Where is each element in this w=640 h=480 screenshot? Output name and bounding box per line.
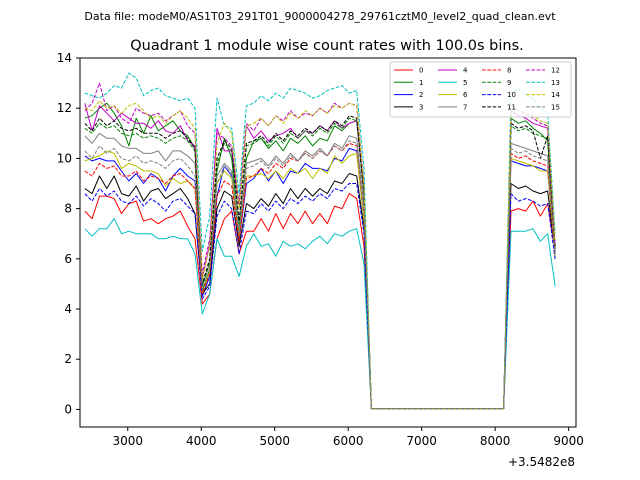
legend-label-5: 5 — [463, 79, 467, 87]
y-tick-label: 10 — [57, 151, 72, 165]
legend-label-4: 4 — [463, 67, 468, 75]
series-line-9 — [84, 117, 556, 410]
chart-title: Quadrant 1 module wise count rates with … — [130, 38, 524, 54]
y-tick-label: 4 — [64, 302, 72, 316]
series-line-5 — [84, 218, 556, 410]
legend-label-9: 9 — [507, 79, 511, 87]
plot-area — [84, 72, 556, 410]
y-tick-label: 14 — [57, 51, 72, 65]
y-tick-label: 2 — [64, 352, 72, 366]
series-line-11 — [84, 115, 556, 410]
y-tick-label: 0 — [64, 402, 72, 416]
series-line-2 — [84, 147, 556, 410]
x-tick-label: 3000 — [112, 434, 143, 448]
x-tick-label: 4000 — [186, 434, 217, 448]
x-tick-label: 6000 — [333, 434, 364, 448]
x-tick-label: 5000 — [259, 434, 290, 448]
x-offset-label: +3.5482e8 — [508, 455, 575, 469]
series-line-3 — [84, 173, 556, 410]
figure-suptitle: Data file: modeM0/AS1T03_291T01_90000042… — [84, 10, 556, 23]
legend-label-6: 6 — [463, 91, 468, 99]
legend-label-11: 11 — [507, 103, 516, 111]
x-axis: 3000 4000 5000 6000 7000 8000 9000 — [112, 427, 584, 448]
x-tick-label: 7000 — [406, 434, 437, 448]
series-line-8 — [84, 142, 556, 410]
legend-label-13: 13 — [551, 79, 560, 87]
series-line-7 — [84, 132, 556, 410]
y-tick-label: 6 — [64, 252, 72, 266]
legend-label-15: 15 — [551, 103, 560, 111]
x-tick-label: 8000 — [480, 434, 511, 448]
y-tick-label: 12 — [57, 101, 72, 115]
series-line-14 — [84, 100, 556, 410]
legend-box — [389, 61, 572, 118]
series-line-12 — [84, 82, 556, 410]
series-line-0 — [84, 193, 556, 410]
legend-label-3: 3 — [419, 103, 423, 111]
series-line-15 — [84, 140, 556, 410]
x-tick-label: 9000 — [553, 434, 584, 448]
y-tick-label: 8 — [64, 202, 72, 216]
legend-label-1: 1 — [419, 79, 423, 87]
legend-label-14: 14 — [551, 91, 560, 99]
legend-label-10: 10 — [507, 91, 516, 99]
legend-label-0: 0 — [419, 67, 423, 75]
axes-frame — [79, 57, 577, 428]
series-line-10 — [84, 183, 556, 410]
legend-label-2: 2 — [419, 91, 423, 99]
legend-label-12: 12 — [551, 67, 560, 75]
legend-label-7: 7 — [463, 103, 467, 111]
y-axis: 0 2 4 6 8 10 12 14 — [57, 51, 80, 416]
legend-label-8: 8 — [507, 67, 511, 75]
